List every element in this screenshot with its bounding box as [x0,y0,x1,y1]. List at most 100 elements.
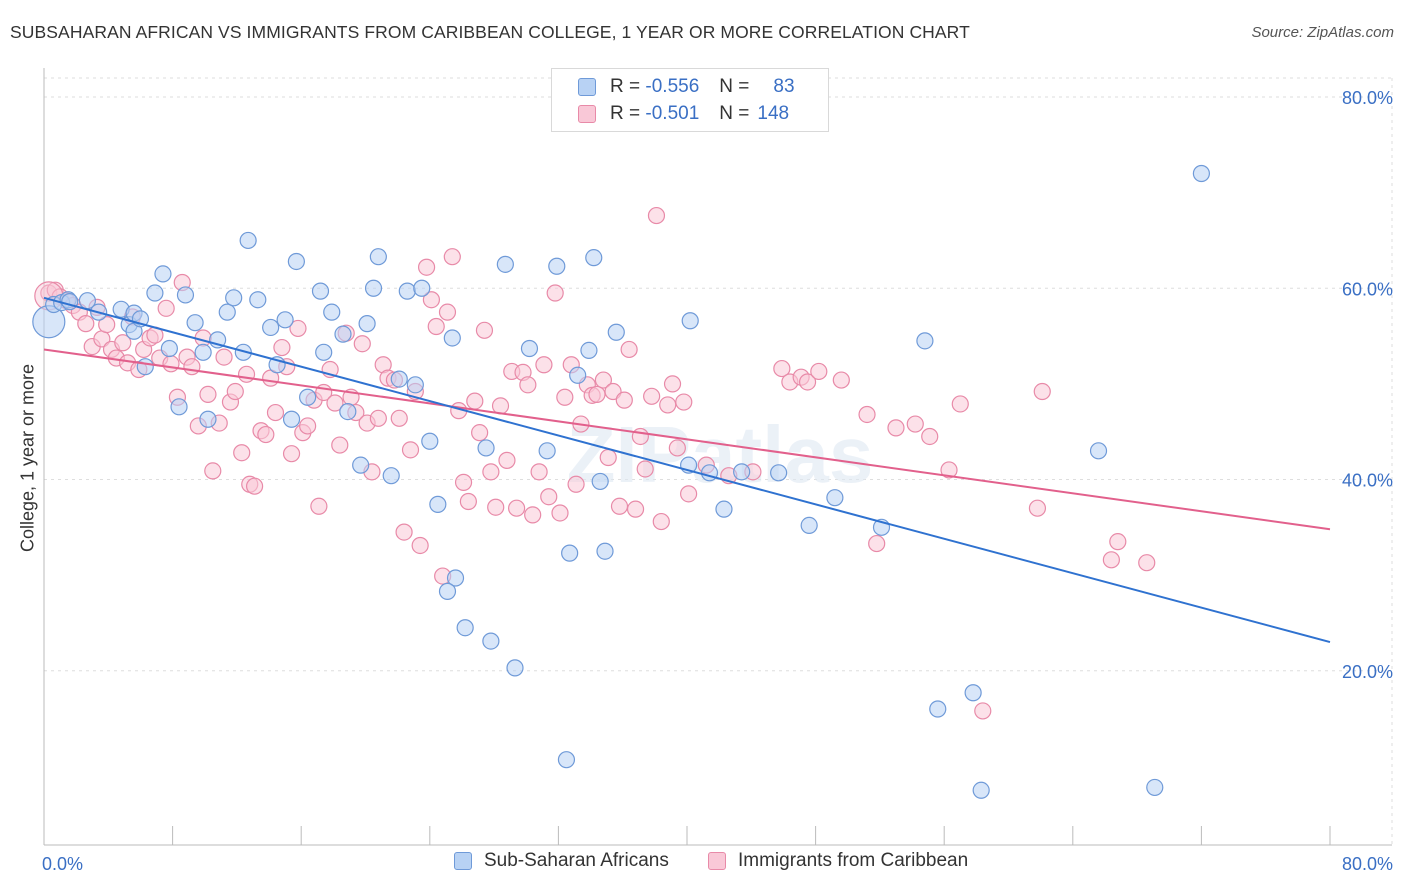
data-point-subsaharan [557,751,576,769]
data-point-subsaharan [262,318,280,337]
data-point-caribbean [331,436,349,454]
data-point-subsaharan [398,282,416,300]
data-point-caribbean [491,397,510,415]
data-point-subsaharan [311,282,330,300]
watermark: ZIPatlas [567,410,874,499]
data-point-subsaharan [591,472,609,491]
data-point-subsaharan [364,279,383,297]
data-point-caribbean [233,444,251,462]
data-point-caribbean [157,299,175,317]
data-point-caribbean [974,702,992,720]
data-point-caribbean [1109,533,1127,551]
data-point-subsaharan [218,303,236,321]
legend-item-subsaharan[interactable]: Sub-Saharan Africans [454,850,669,872]
caribbean-swatch [578,105,596,123]
data-point-subsaharan [239,231,257,250]
data-point-subsaharan [733,463,751,481]
data-point-caribbean [183,358,201,376]
data-point-subsaharan [1192,164,1211,183]
data-point-subsaharan [496,255,514,273]
data-point-caribbean [636,460,654,478]
data-point-subsaharan [916,332,934,350]
data-point-subsaharan [406,376,424,394]
data-point-caribbean [663,375,682,393]
data-point-caribbean [1028,499,1047,517]
data-point-subsaharan [770,464,788,482]
data-point-caribbean [417,258,436,276]
data-point-caribbean [204,462,222,480]
data-point-caribbean [551,504,569,522]
data-point-caribbean [199,385,217,403]
data-point-subsaharan [1089,442,1108,460]
data-point-caribbean [77,315,95,333]
data-point-subsaharan [438,582,457,600]
data-point-caribbean [773,359,791,378]
data-point-caribbean [615,391,633,409]
data-point-subsaharan [972,781,990,799]
caribbean-swatch [708,852,726,870]
data-point-caribbean [626,500,645,518]
data-point-caribbean [401,441,420,459]
data-point-subsaharan [569,366,587,384]
data-point-subsaharan [358,315,376,333]
data-point-subsaharan [429,495,447,513]
data-point-caribbean [524,506,542,524]
data-point-caribbean [1033,382,1051,401]
data-point-caribbean [599,448,617,467]
data-point-caribbean [652,512,670,531]
data-point-caribbean [519,376,537,394]
data-point-caribbean [540,488,558,506]
data-point-caribbean [454,473,473,491]
data-point-subsaharan [548,257,566,275]
data-point-caribbean [951,395,969,413]
data-point-caribbean [273,338,291,357]
data-point-caribbean [98,315,116,334]
data-point-caribbean [508,499,526,517]
data-point-caribbean [422,291,441,309]
data-point-subsaharan [170,398,188,416]
chart-title: SUBSAHARAN AFRICAN VS IMMIGRANTS FROM CA… [10,22,970,42]
source-label: Source: ZipAtlas.com [1251,24,1394,41]
data-point-subsaharan [585,249,603,267]
data-point-subsaharan [715,500,733,518]
data-point-caribbean [546,284,564,302]
data-point-caribbean [266,403,285,422]
data-point-caribbean [620,340,638,359]
data-point-caribbean [631,427,649,446]
data-point-subsaharan [225,289,243,307]
trend-line [43,296,1331,644]
data-point-caribbean [680,485,698,503]
data-point-subsaharan [561,544,579,562]
data-point-caribbean [498,451,516,469]
x-tick-label: 0.0% [42,854,83,874]
data-point-subsaharan [538,442,556,460]
data-point-caribbean [257,425,275,444]
data-point-subsaharan [506,659,524,677]
data-point-caribbean [245,477,264,495]
data-point-subsaharan [282,410,301,428]
y-axis-label: College, 1 year or more [17,363,38,553]
n-value: 148 [757,103,790,124]
data-point-caribbean [940,461,958,479]
data-point-subsaharan [607,323,625,341]
data-point-caribbean [832,371,850,389]
data-point-caribbean [282,445,301,463]
data-point-subsaharan [323,303,341,321]
legend-label: Immigrants from Caribbean [738,850,969,871]
axes [43,68,1392,846]
data-point-caribbean [1138,554,1156,572]
data-point-subsaharan [276,311,294,329]
data-point-caribbean [647,206,666,225]
data-point-subsaharan [964,684,982,702]
data-point-caribbean [482,463,500,481]
y-tick-label: 40.0% [1342,471,1393,491]
legend-item-caribbean[interactable]: Immigrants from Caribbean [708,850,968,872]
data-point-caribbean [921,427,939,446]
data-point-subsaharan [826,489,844,507]
data-point-subsaharan [299,388,317,406]
legend-label: Sub-Saharan Africans [484,850,669,871]
data-point-subsaharan [339,403,357,421]
data-point-caribbean [535,356,553,374]
data-point-caribbean [162,355,180,373]
data-point-caribbean [798,373,817,391]
